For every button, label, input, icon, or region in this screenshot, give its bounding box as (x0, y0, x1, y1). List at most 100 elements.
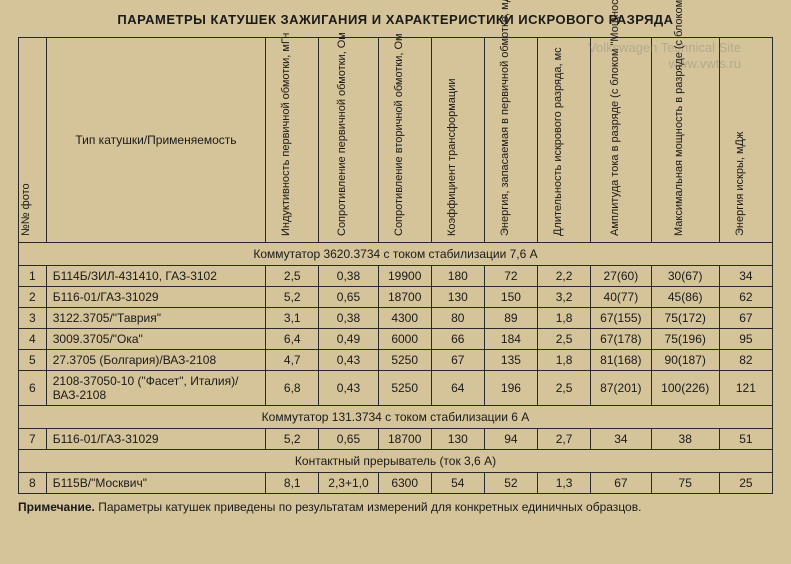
cell-val: 34 (591, 429, 651, 450)
table-row: 1 Б114Б/ЗИЛ-431410, ГАЗ-3102 2,5 0,38 19… (19, 266, 773, 287)
section-3: Контактный прерыватель (ток 3,6 А) (19, 450, 773, 473)
cell-val: 0,38 (319, 308, 378, 329)
cell-val: 30(67) (651, 266, 719, 287)
cell-val: 6,8 (266, 371, 319, 406)
cell-val: 100(226) (651, 371, 719, 406)
section-row: Коммутатор 3620.3734 с током стабилизаци… (19, 243, 773, 266)
cell-val: 67 (591, 473, 651, 494)
cell-idx: 7 (19, 429, 47, 450)
col-c2-label: Сопротивление первичной обмотки, Ом (336, 32, 348, 236)
cell-val: 81(168) (591, 350, 651, 371)
cell-val: 2,5 (266, 266, 319, 287)
cell-val: 6000 (378, 329, 431, 350)
section-row: Коммутатор 131.3734 с током стабилизации… (19, 406, 773, 429)
col-spark-duration: Длительность искрового разряда, мс (538, 38, 591, 243)
cell-val: 2,2 (538, 266, 591, 287)
cell-val: 184 (484, 329, 537, 350)
cell-val: 0,65 (319, 287, 378, 308)
cell-val: 25 (719, 473, 772, 494)
cell-type: 3009.3705/"Ока" (46, 329, 265, 350)
cell-idx: 1 (19, 266, 47, 287)
col-secondary-res: Сопротивление вторичной обмотки, Ом (378, 38, 431, 243)
cell-val: 5250 (378, 350, 431, 371)
cell-val: 18700 (378, 287, 431, 308)
cell-val: 3,2 (538, 287, 591, 308)
cell-val: 80 (431, 308, 484, 329)
cell-val: 6300 (378, 473, 431, 494)
col-transform: Коэффициент трансформации (431, 38, 484, 243)
table-row: 4 3009.3705/"Ока" 6,4 0,49 6000 66 184 2… (19, 329, 773, 350)
cell-val: 94 (484, 429, 537, 450)
coil-params-table: №№ фото Тип катушки/Применяемость Индукт… (18, 37, 773, 494)
cell-val: 82 (719, 350, 772, 371)
cell-val: 0,65 (319, 429, 378, 450)
cell-type: Б116-01/ГАЗ-31029 (46, 287, 265, 308)
section-2: Коммутатор 131.3734 с током стабилизации… (19, 406, 773, 429)
cell-val: 67 (719, 308, 772, 329)
cell-idx: 5 (19, 350, 47, 371)
cell-val: 180 (431, 266, 484, 287)
cell-val: 72 (484, 266, 537, 287)
cell-val: 27(60) (591, 266, 651, 287)
cell-val: 51 (719, 429, 772, 450)
cell-val: 121 (719, 371, 772, 406)
col-c4-label: Коэффициент трансформации (446, 78, 458, 236)
cell-val: 62 (719, 287, 772, 308)
table-row: 7 Б116-01/ГАЗ-31029 5,2 0,65 18700 130 9… (19, 429, 773, 450)
col-c8-label: Максимальная мощность в разряде (с блоко… (673, 0, 685, 236)
cell-val: 0,49 (319, 329, 378, 350)
col-c1-label: Индуктивность первичной обмотки, мГн (280, 33, 292, 236)
section-row: Контактный прерыватель (ток 3,6 А) (19, 450, 773, 473)
table-row: 8 Б115В/"Москвич" 8,1 2,3+1,0 6300 54 52… (19, 473, 773, 494)
cell-val: 8,1 (266, 473, 319, 494)
cell-val: 1,8 (538, 350, 591, 371)
section-1: Коммутатор 3620.3734 с током стабилизаци… (19, 243, 773, 266)
cell-val: 67(155) (591, 308, 651, 329)
cell-val: 196 (484, 371, 537, 406)
cell-val: 34 (719, 266, 772, 287)
cell-val: 54 (431, 473, 484, 494)
cell-val: 75 (651, 473, 719, 494)
cell-type: Б114Б/ЗИЛ-431410, ГАЗ-3102 (46, 266, 265, 287)
cell-val: 18700 (378, 429, 431, 450)
cell-idx: 6 (19, 371, 47, 406)
cell-val: 2,5 (538, 329, 591, 350)
col-max-power: Максимальная мощность в разряде (с блоко… (651, 38, 719, 243)
cell-val: 67(178) (591, 329, 651, 350)
cell-val: 0,38 (319, 266, 378, 287)
footnote: Примечание. Параметры катушек приведены … (18, 500, 773, 514)
table-row: 3 3122.3705/"Таврия" 3,1 0,38 4300 80 89… (19, 308, 773, 329)
cell-val: 1,8 (538, 308, 591, 329)
cell-val: 19900 (378, 266, 431, 287)
cell-type: 3122.3705/"Таврия" (46, 308, 265, 329)
cell-val: 6,4 (266, 329, 319, 350)
cell-val: 5250 (378, 371, 431, 406)
cell-val: 4,7 (266, 350, 319, 371)
cell-val: 45(86) (651, 287, 719, 308)
col-spark-energy: Энергия искры, мДж (719, 38, 772, 243)
cell-val: 5,2 (266, 287, 319, 308)
col-inductance: Индуктивность первичной обмотки, мГн (266, 38, 319, 243)
cell-type: 2108-37050-10 ("Фасет", Италия)/ ВАЗ-210… (46, 371, 265, 406)
col-primary-res: Сопротивление первичной обмотки, Ом (319, 38, 378, 243)
cell-val: 130 (431, 429, 484, 450)
page-title: ПАРАМЕТРЫ КАТУШЕК ЗАЖИГАНИЯ И ХАРАКТЕРИС… (18, 12, 773, 27)
table-row: 6 2108-37050-10 ("Фасет", Италия)/ ВАЗ-2… (19, 371, 773, 406)
cell-type: 27.3705 (Болгария)/ВАЗ-2108 (46, 350, 265, 371)
col-photo-label: №№ фото (20, 183, 32, 236)
cell-val: 87(201) (591, 371, 651, 406)
cell-val: 67 (431, 350, 484, 371)
cell-val: 52 (484, 473, 537, 494)
cell-idx: 4 (19, 329, 47, 350)
cell-val: 2,7 (538, 429, 591, 450)
cell-val: 95 (719, 329, 772, 350)
cell-val: 5,2 (266, 429, 319, 450)
cell-idx: 8 (19, 473, 47, 494)
col-current-amp: Амплитуда тока в разряде (с блоком "Мощн… (591, 38, 651, 243)
cell-val: 90(187) (651, 350, 719, 371)
col-c6-label: Длительность искрового разряда, мс (552, 47, 564, 236)
cell-val: 4300 (378, 308, 431, 329)
cell-val: 89 (484, 308, 537, 329)
cell-val: 40(77) (591, 287, 651, 308)
cell-val: 1,3 (538, 473, 591, 494)
